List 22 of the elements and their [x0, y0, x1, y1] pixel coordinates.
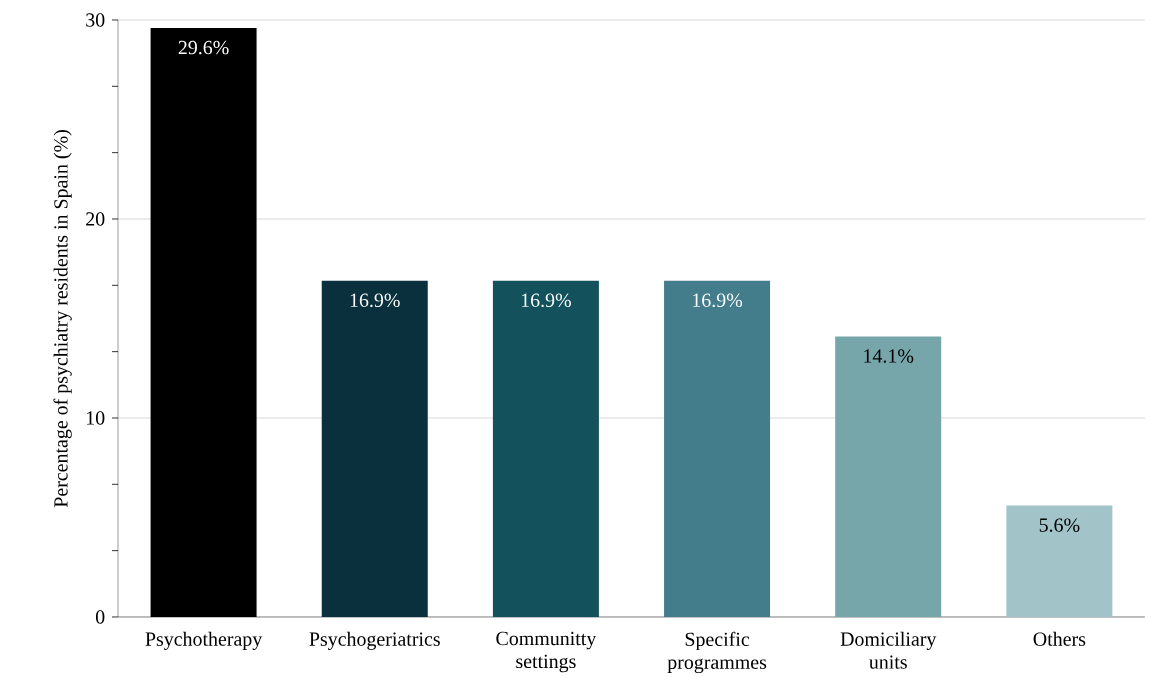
- data-label: 14.1%: [864, 349, 914, 363]
- y-tick-label: 10: [86, 411, 105, 425]
- x-tick-label: Psychogeriatrics: [309, 631, 440, 650]
- x-tick-label: Domiciliary units: [840, 631, 937, 669]
- x-tick-label: Specific programmes: [667, 631, 767, 674]
- bar: [1006, 505, 1113, 617]
- data-label: 29.6%: [178, 40, 229, 55]
- x-tick-label: Psychotherapy: [145, 631, 263, 650]
- bar: [835, 336, 942, 617]
- bar: [321, 280, 428, 617]
- data-label: 16.9%: [693, 293, 743, 308]
- data-label: 5.6%: [1039, 518, 1080, 532]
- x-tick-label: Others: [1033, 631, 1086, 646]
- y-tick-label: 0: [95, 610, 105, 624]
- y-axis-title: Percentage of psychiatry residents in Spain (%): [53, 130, 72, 508]
- bar: [492, 280, 599, 617]
- data-label: 16.9%: [521, 293, 571, 308]
- data-label: 16.9%: [350, 293, 400, 308]
- x-tick-label: Communitty settings: [496, 631, 597, 673]
- bar: [664, 280, 771, 617]
- y-tick-label: 30: [86, 13, 105, 27]
- y-tick-label: 20: [86, 212, 105, 226]
